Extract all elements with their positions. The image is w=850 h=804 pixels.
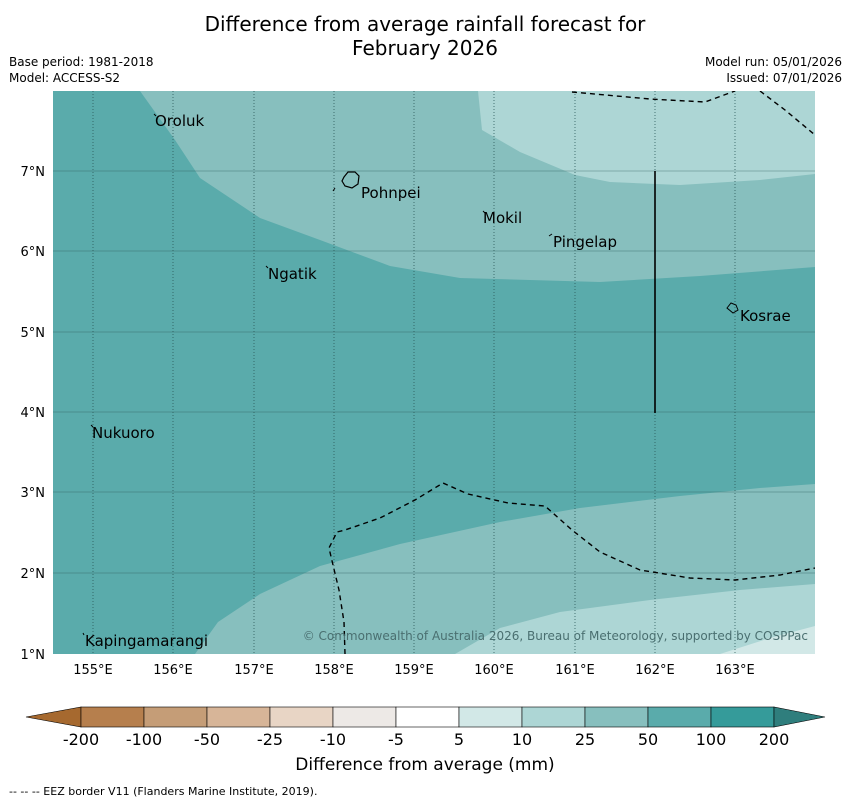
colorbar-segment [80, 706, 145, 728]
model-run-date: Model run: 05/01/2026 [704, 55, 842, 69]
colorbar-tick-labels: -200 -100 -50 -25 -10 -5 5 10 25 50 100 200 [63, 730, 789, 749]
colorbar-segment [143, 706, 208, 728]
colorbar-segment [332, 706, 397, 728]
model-name: Model: ACCESS-S2 [9, 71, 121, 85]
colorbar-tick-label: 100 [696, 730, 727, 749]
colorbar [25, 706, 826, 728]
lat-tick-label: 2°N [21, 567, 46, 582]
colorbar-tick-label: 50 [638, 730, 658, 749]
region-5-10-south [720, 626, 815, 654]
region-10-25-north [478, 91, 815, 185]
place-label-ngatik: Ngatik [268, 265, 317, 283]
base-period: Base period: 1981-2018 [9, 55, 154, 69]
place-label-pingelap: Pingelap [553, 233, 617, 251]
colorbar-extend-high [773, 706, 826, 728]
colorbar-segment [647, 706, 712, 728]
colorbar-tick-label: -10 [320, 730, 346, 749]
place-label-kosrae: Kosrae [740, 307, 791, 325]
map-plot-area: Oroluk Pohnpei Mokil Pingelap Ngatik Kos… [53, 91, 815, 654]
place-label-mokil: Mokil [483, 209, 522, 227]
colorbar-tick-label: 200 [759, 730, 790, 749]
eez-border-note: -- -- -- EEZ border V11 (Flanders Marine… [9, 785, 318, 798]
lat-tick-label: 4°N [21, 406, 46, 421]
place-label-oroluk: Oroluk [155, 112, 204, 130]
graticule-lat [53, 170, 815, 574]
colorbar-tick-label: -25 [257, 730, 283, 749]
lat-tick-label: 3°N [21, 486, 46, 501]
pohnpei-minor-islet [332, 187, 336, 192]
lon-tick-label: 158°E [314, 663, 354, 678]
colorbar-tick-label: -100 [126, 730, 162, 749]
place-label-kapingamarangi: Kapingamarangi [85, 632, 208, 650]
issued-date: Issued: 07/01/2026 [726, 71, 842, 85]
lat-tick-label: 5°N [21, 326, 46, 341]
kosrae-island-outline [726, 302, 739, 314]
colorbar-tick-label: 10 [512, 730, 532, 749]
copyright-notice: © Commonwealth of Australia 2026, Bureau… [303, 629, 808, 643]
lon-tick-label: 159°E [394, 663, 434, 678]
latitude-tick-labels: 1°N 2°N 3°N 4°N 5°N 6°N 7°N [21, 165, 46, 663]
colorbar-tick-label: -200 [63, 730, 99, 749]
lat-tick-label: 6°N [21, 245, 46, 260]
lat-tick-label: 7°N [21, 165, 46, 180]
colorbar-tick-label: 5 [454, 730, 464, 749]
colorbar-segment [521, 706, 586, 728]
colorbar-segment [584, 706, 649, 728]
colorbar-extend-low [25, 706, 82, 728]
lon-tick-label: 156°E [153, 663, 193, 678]
title-line-2: February 2026 [352, 36, 498, 60]
lon-tick-label: 160°E [474, 663, 514, 678]
map-title: Difference from average rainfall forecas… [0, 12, 850, 60]
colorbar-tick-label: -5 [388, 730, 404, 749]
atoll-markers [82, 113, 553, 636]
longitude-tick-labels: 155°E 156°E 157°E 158°E 159°E 160°E 161°E 162°E… [73, 663, 755, 678]
region-10-25-south [455, 584, 815, 654]
lon-tick-label: 162°E [635, 663, 675, 678]
lon-tick-label: 157°E [234, 663, 274, 678]
lon-tick-label: 155°E [73, 663, 113, 678]
place-label-pohnpei: Pohnpei [361, 184, 421, 202]
title-line-1: Difference from average rainfall forecas… [204, 12, 646, 36]
colorbar-segment [395, 706, 460, 728]
colorbar-segment [710, 706, 775, 728]
colorbar-segment [458, 706, 523, 728]
eez-borders [328, 91, 815, 654]
place-label-nukuoro: Nukuoro [92, 424, 155, 442]
lon-tick-label: 161°E [555, 663, 595, 678]
colorbar-tick-label: -50 [194, 730, 220, 749]
pohnpei-island-outline [341, 171, 360, 189]
colorbar-segment [206, 706, 271, 728]
colorbar-segment [269, 706, 334, 728]
colorbar-title: Difference from average (mm) [295, 755, 555, 775]
colorbar-tick-label: 25 [575, 730, 595, 749]
lat-tick-label: 1°N [21, 648, 46, 663]
lon-tick-label: 163°E [715, 663, 755, 678]
